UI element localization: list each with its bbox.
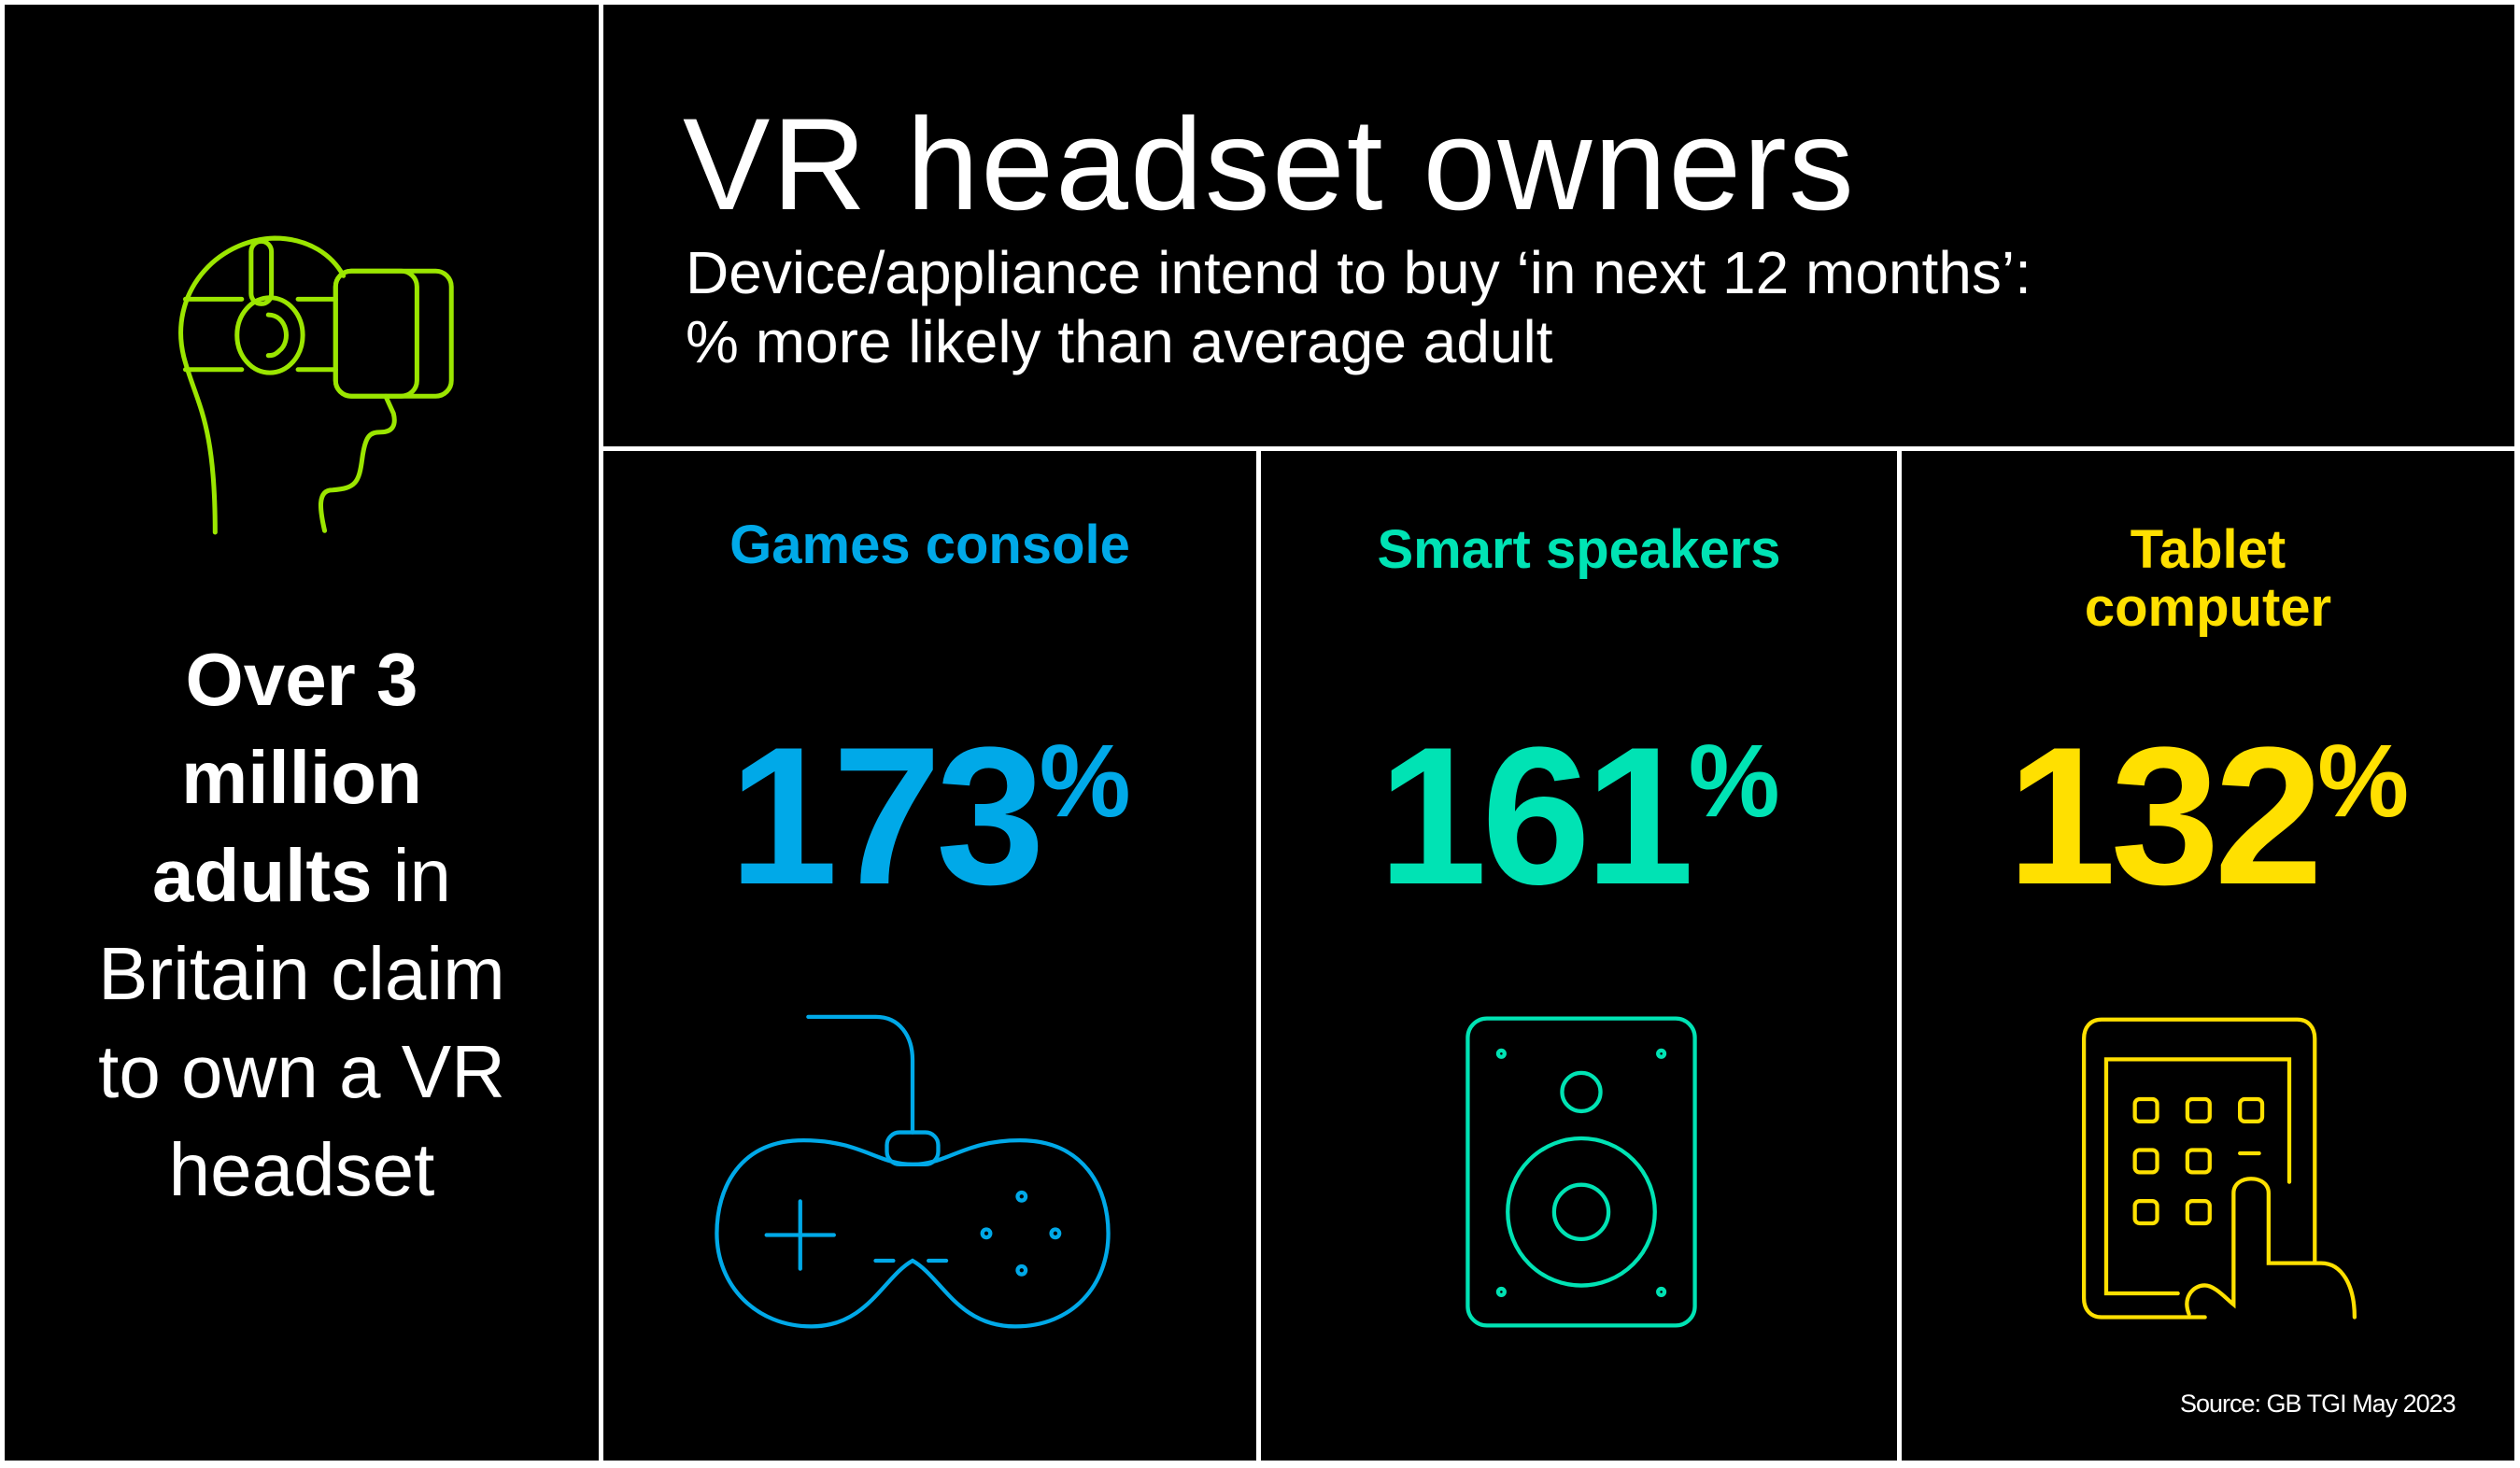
stat-label-line: Tablet xyxy=(2130,519,2286,580)
stat-card-tablet-computer: Tablet computer 132% xyxy=(1902,451,2514,1461)
stat-label-line: computer xyxy=(2084,577,2332,638)
statement-line: in xyxy=(372,834,452,917)
stat-number: 132 xyxy=(2006,706,2323,925)
stat-label: Games console xyxy=(729,515,1130,575)
vr-headset-icon xyxy=(178,235,454,535)
stat-label: Tablet computer xyxy=(1902,521,2514,637)
speaker-icon xyxy=(1465,1016,1697,1328)
stat-card-games-console: Games console 173% xyxy=(603,451,1256,1461)
stat-number: 161 xyxy=(1378,706,1693,925)
page-subtitle: Device/appliance intend to buy ‘in next … xyxy=(686,238,2032,376)
stat-number: 173 xyxy=(729,706,1044,925)
statement-line: adults xyxy=(151,834,373,917)
statement-line: Britain claim xyxy=(98,932,505,1015)
stat-card-smart-speakers: Smart speakers 161% xyxy=(1261,451,1897,1461)
page-title: VR headset owners xyxy=(683,91,1856,237)
percent-sign: % xyxy=(1688,724,1780,839)
stat-value: 173% xyxy=(603,703,1256,929)
statement-line: headset xyxy=(168,1128,435,1211)
tablet-touch-icon xyxy=(2081,1017,2357,1320)
statement-line: million xyxy=(181,736,422,819)
subtitle-line: Device/appliance intend to buy ‘in next … xyxy=(686,239,2032,306)
percent-sign: % xyxy=(1039,724,1131,839)
subtitle-line: % more likely than average adult xyxy=(686,308,1553,375)
source-note: Source: GB TGI May 2023 xyxy=(2180,1390,2456,1418)
game-controller-icon xyxy=(715,1014,1111,1329)
stat-label: Smart speakers xyxy=(1377,519,1781,580)
statement-line: to own a VR xyxy=(98,1030,505,1113)
stat-value: 161% xyxy=(1261,703,1897,929)
percent-sign: % xyxy=(2317,724,2410,839)
left-statement: Over 3 million adults in Britain claim t… xyxy=(5,630,599,1219)
stat-value: 132% xyxy=(1902,703,2514,929)
statement-line: Over 3 xyxy=(185,638,418,721)
left-panel: Over 3 million adults in Britain claim t… xyxy=(5,5,599,1461)
header-panel: VR headset owners Device/appliance inten… xyxy=(603,5,2514,446)
